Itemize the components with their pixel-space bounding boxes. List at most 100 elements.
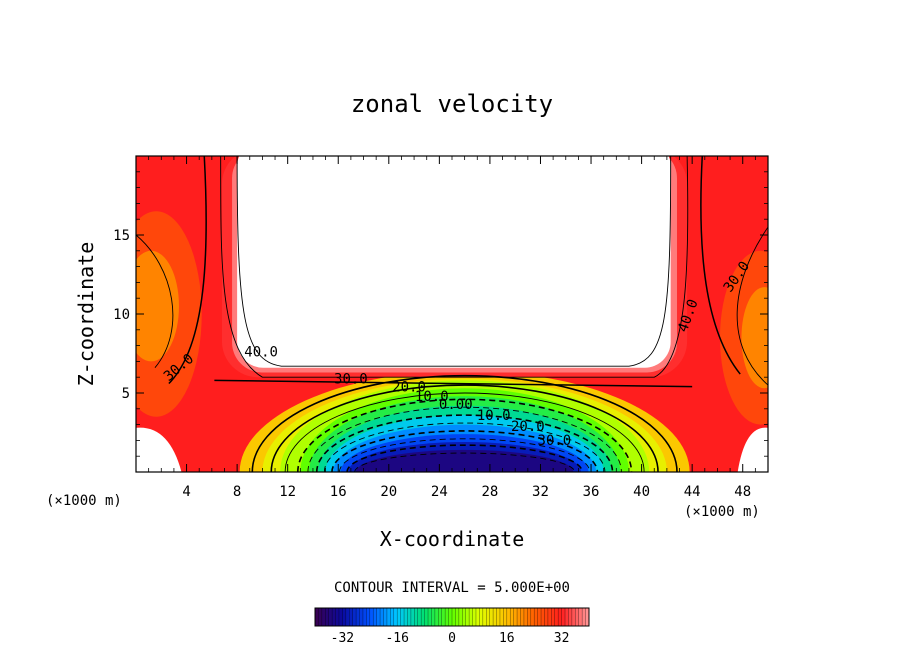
colorbar-swatch bbox=[585, 608, 590, 626]
contour-line bbox=[346, 444, 583, 472]
contour-interval-text: CONTOUR INTERVAL = 5.000E+00 bbox=[334, 580, 570, 596]
contour-line bbox=[315, 414, 614, 472]
colorbar-swatch bbox=[506, 608, 511, 626]
colorbar-swatch bbox=[386, 608, 391, 626]
colorbar-swatch bbox=[534, 608, 539, 626]
contour-label: 30.0 bbox=[538, 433, 572, 449]
colorbar-swatch bbox=[554, 608, 559, 626]
contour-label: 10.0 bbox=[477, 408, 511, 424]
colorbar-swatch bbox=[369, 608, 374, 626]
left-lobe-core bbox=[136, 250, 179, 362]
unshaded-high-region bbox=[237, 156, 671, 368]
colorbar-swatch bbox=[315, 608, 319, 626]
contour-line bbox=[168, 156, 741, 388]
colorbar-swatch bbox=[541, 608, 545, 626]
contour-label: 10.0 bbox=[415, 389, 449, 405]
colorbar-swatch bbox=[578, 608, 583, 626]
x-tick-label: 28 bbox=[481, 484, 498, 500]
colorbar-swatch bbox=[414, 608, 419, 626]
colorbar-swatch bbox=[390, 608, 395, 626]
colorbar-swatch bbox=[565, 608, 569, 626]
colorbar-swatch bbox=[568, 608, 573, 626]
colorbar-tick-label: -16 bbox=[385, 631, 408, 646]
colorbar-swatch bbox=[551, 608, 556, 626]
x-tick-label: 16 bbox=[330, 484, 347, 500]
plot-area bbox=[136, 156, 768, 472]
colorbar-swatch bbox=[503, 608, 508, 626]
colorbar-swatch bbox=[383, 608, 388, 626]
colorbar-ticks: -32 -16 0 16 32 bbox=[331, 631, 570, 646]
contour-line bbox=[236, 156, 672, 367]
colorbar-swatch bbox=[362, 608, 367, 626]
contour-label: 40.0 bbox=[244, 345, 278, 361]
colorbar-swatch bbox=[575, 608, 580, 626]
x-tick-label: 20 bbox=[380, 484, 397, 500]
colorbar-tick-label: 0 bbox=[448, 631, 456, 646]
colorbar-swatch bbox=[338, 608, 343, 626]
jet-band bbox=[355, 449, 574, 472]
colorbar-swatch bbox=[342, 608, 347, 626]
colorbar-swatch bbox=[482, 608, 487, 626]
colorbar-swatch bbox=[486, 608, 491, 626]
colorbar-swatch bbox=[499, 608, 504, 626]
colorbar-swatch bbox=[479, 608, 484, 626]
colorbar-swatch bbox=[359, 608, 364, 626]
colorbar-swatch bbox=[527, 608, 532, 626]
colorbar-swatch bbox=[417, 608, 422, 626]
colorbar-swatch bbox=[380, 608, 384, 626]
contour-line bbox=[307, 406, 622, 472]
colorbar-swatch bbox=[318, 608, 323, 626]
x-axis-label: X-coordinate bbox=[380, 527, 525, 551]
colorbar-swatch bbox=[393, 608, 398, 626]
colorbar-swatch bbox=[441, 608, 446, 626]
colorbar-swatch bbox=[493, 608, 497, 626]
colorbar-swatch bbox=[448, 608, 453, 626]
contour-line bbox=[331, 430, 599, 472]
colorbar-swatch bbox=[431, 608, 436, 626]
contour-label: 0.00 bbox=[439, 397, 473, 413]
colorbar-swatch bbox=[438, 608, 443, 626]
x-tick-label: 36 bbox=[583, 484, 600, 500]
colorbar-swatch bbox=[582, 608, 586, 626]
y-axis-label: Z-coordinate bbox=[74, 242, 98, 387]
contour-line bbox=[136, 226, 768, 386]
colorbar-swatch bbox=[462, 608, 467, 626]
colorbar-swatch bbox=[513, 608, 518, 626]
colorbar-swatch bbox=[469, 608, 473, 626]
colorbar-swatch bbox=[496, 608, 501, 626]
colorbar-frame bbox=[314, 607, 590, 627]
contour-fills bbox=[136, 156, 768, 472]
colorbar-swatch bbox=[523, 608, 528, 626]
colorbar-tick-label: 16 bbox=[499, 631, 515, 646]
x-tick-label: 4 bbox=[182, 484, 190, 500]
corner-pocket-left bbox=[136, 427, 182, 472]
colorbar-swatch bbox=[407, 608, 412, 626]
colorbar-swatch bbox=[517, 608, 521, 626]
contour-label: 30.0 bbox=[334, 372, 368, 388]
x-tick-label: 32 bbox=[532, 484, 549, 500]
colorbar-swatch bbox=[458, 608, 463, 626]
contour-label: 20.0 bbox=[511, 419, 545, 435]
colorbar-swatch bbox=[352, 608, 357, 626]
colorbar-swatch bbox=[366, 608, 371, 626]
colorbar-swatch bbox=[475, 608, 480, 626]
colorbar-swatch bbox=[349, 608, 354, 626]
colorbar-swatch bbox=[530, 608, 535, 626]
y-unit-label: (×1000 m) bbox=[46, 493, 122, 509]
colorbar-swatch bbox=[537, 608, 542, 626]
corner-pocket-right bbox=[737, 427, 768, 472]
colorbar-swatch bbox=[561, 608, 566, 626]
x-unit-label: (×1000 m) bbox=[684, 504, 760, 520]
colorbar-swatch bbox=[571, 608, 576, 626]
x-tick-label: 8 bbox=[233, 484, 241, 500]
colorbar-swatch bbox=[404, 608, 408, 626]
colorbar-swatch bbox=[410, 608, 415, 626]
colorbar bbox=[314, 607, 590, 627]
colorbar-swatch bbox=[547, 608, 552, 626]
contour-line bbox=[284, 392, 645, 472]
right-lobe-core bbox=[741, 287, 768, 389]
x-tick-label: 44 bbox=[684, 484, 701, 500]
colorbar-swatch bbox=[445, 608, 449, 626]
colorbar-swatch bbox=[558, 608, 562, 626]
